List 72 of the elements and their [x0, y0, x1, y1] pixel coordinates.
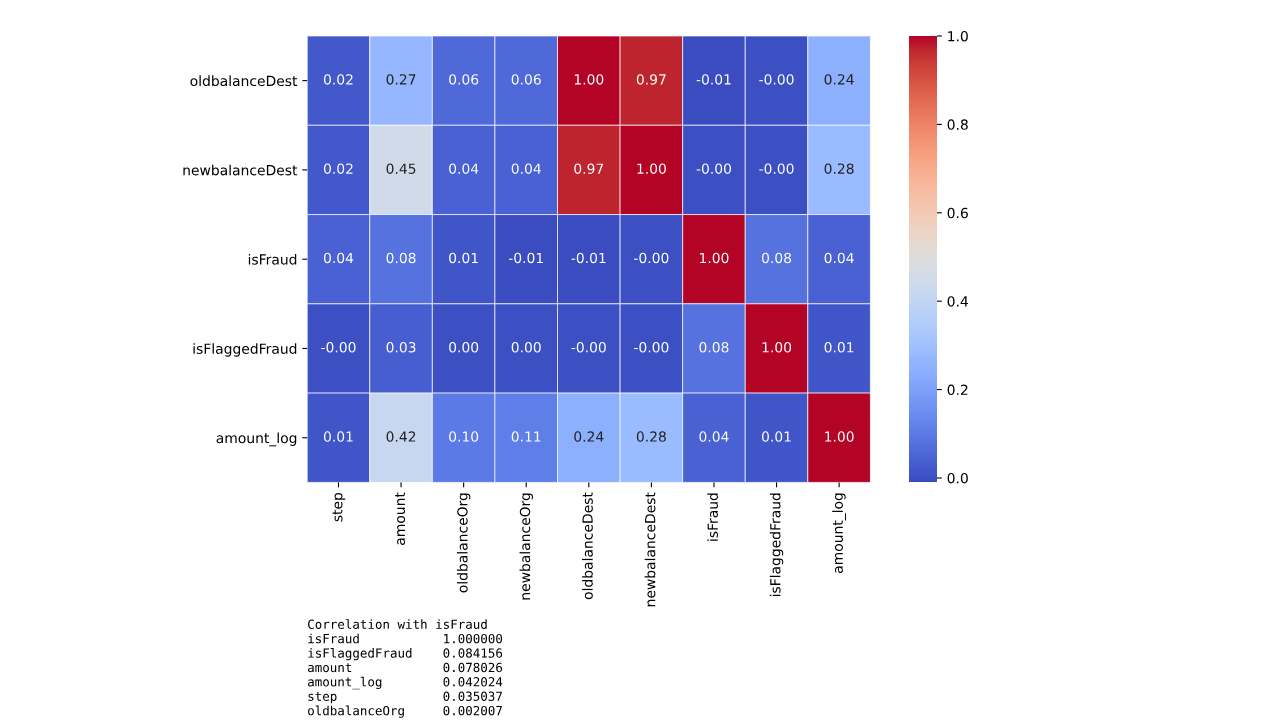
y-tick-label: newbalanceDest [183, 164, 298, 176]
data-label: 0.06 [449, 74, 479, 85]
data-label: 0.11 [511, 431, 541, 442]
data-label: 0.08 [386, 252, 416, 264]
data-label: 0.45 [386, 163, 416, 174]
data-label: 1.00 [637, 163, 666, 174]
data-label: -0.00 [634, 342, 669, 353]
data-label: -0.00 [321, 342, 356, 353]
data-label: 0.03 [386, 342, 416, 353]
data-label: -0.01 [571, 252, 606, 264]
color-bar-label: 0.4 [947, 296, 968, 307]
data-label: -0.00 [696, 163, 731, 174]
data-label: 1.00 [825, 431, 854, 442]
data-label: 0.24 [824, 74, 854, 85]
x-tick-label: isFlaggedFraud [769, 493, 784, 597]
data-label: 0.00 [511, 342, 541, 353]
y-tick-label: isFraud [248, 253, 297, 265]
data-label: 0.08 [761, 252, 792, 264]
data-label: 0.01 [323, 431, 353, 442]
data-label: 0.97 [574, 163, 604, 174]
data-label: 0.08 [699, 342, 729, 353]
data-label: 0.01 [824, 342, 854, 353]
data-label: 0.97 [636, 74, 666, 85]
data-label: 0.04 [699, 431, 729, 442]
data-label: 0.28 [824, 163, 854, 174]
x-tick-label: amount [395, 492, 406, 545]
x-tick-label: oldbalanceOrg [456, 493, 471, 593]
data-label: 0.00 [449, 342, 479, 353]
y-tick-label: amount_log [216, 432, 297, 447]
data-label: -0.00 [759, 163, 794, 174]
data-label: 0.01 [761, 431, 791, 442]
data-label: -0.00 [759, 74, 794, 85]
x-tick-label: newbalanceDest [644, 492, 656, 607]
x-tick-label: isFraud [707, 493, 718, 541]
data-label: 0.02 [323, 163, 353, 174]
data-label: 0.04 [449, 163, 479, 174]
data-label: 1.00 [762, 342, 792, 353]
data-label: -0.01 [696, 74, 731, 85]
x-tick-label: oldbalanceDest [582, 492, 593, 600]
data-label: 0.42 [386, 431, 416, 442]
x-tick-label: amount_log [832, 493, 847, 573]
text: isFraud 1.000000 [308, 633, 503, 644]
data-label: 0.27 [386, 74, 416, 85]
data-label: -0.00 [634, 252, 669, 264]
color-bar-label: 1.0 [948, 30, 968, 42]
data-label: 0.04 [511, 163, 541, 174]
y-tick-label: oldbalanceDest [190, 75, 298, 87]
color-bar-label: 0.6 [947, 207, 968, 219]
color-bar-label: 0.8 [947, 119, 968, 130]
data-label: 0.02 [323, 74, 353, 85]
color-bar-label: 0.0 [947, 472, 968, 484]
data-label: 0.24 [574, 431, 604, 442]
data-label: 1.00 [574, 74, 604, 85]
data-label: 0.10 [449, 431, 479, 442]
data-label: 0.06 [511, 74, 541, 85]
color-bar-label: 0.2 [947, 384, 968, 396]
text: Correlation with isFraud [308, 619, 487, 629]
text: step 0.035037 [308, 691, 502, 704]
y-tick-label: isFlaggedFraud [193, 343, 297, 357]
x-tick-label: newbalanceOrg [519, 493, 533, 600]
data-label: 1.00 [700, 252, 729, 264]
data-label: -0.00 [571, 342, 606, 353]
data-label: 0.04 [323, 252, 354, 264]
x-tick-label: step [332, 492, 346, 522]
text: isFlaggedFraud 0.084156 [308, 648, 503, 661]
text: oldbalanceOrg 0.002007 [308, 705, 502, 718]
data-label: 0.04 [824, 252, 854, 264]
data-label: -0.01 [508, 252, 543, 264]
text: amount 0.078026 [308, 662, 503, 673]
text: amount_log 0.042024 [308, 676, 503, 690]
data-label: 0.01 [449, 252, 478, 264]
data-label: 0.28 [636, 431, 666, 442]
